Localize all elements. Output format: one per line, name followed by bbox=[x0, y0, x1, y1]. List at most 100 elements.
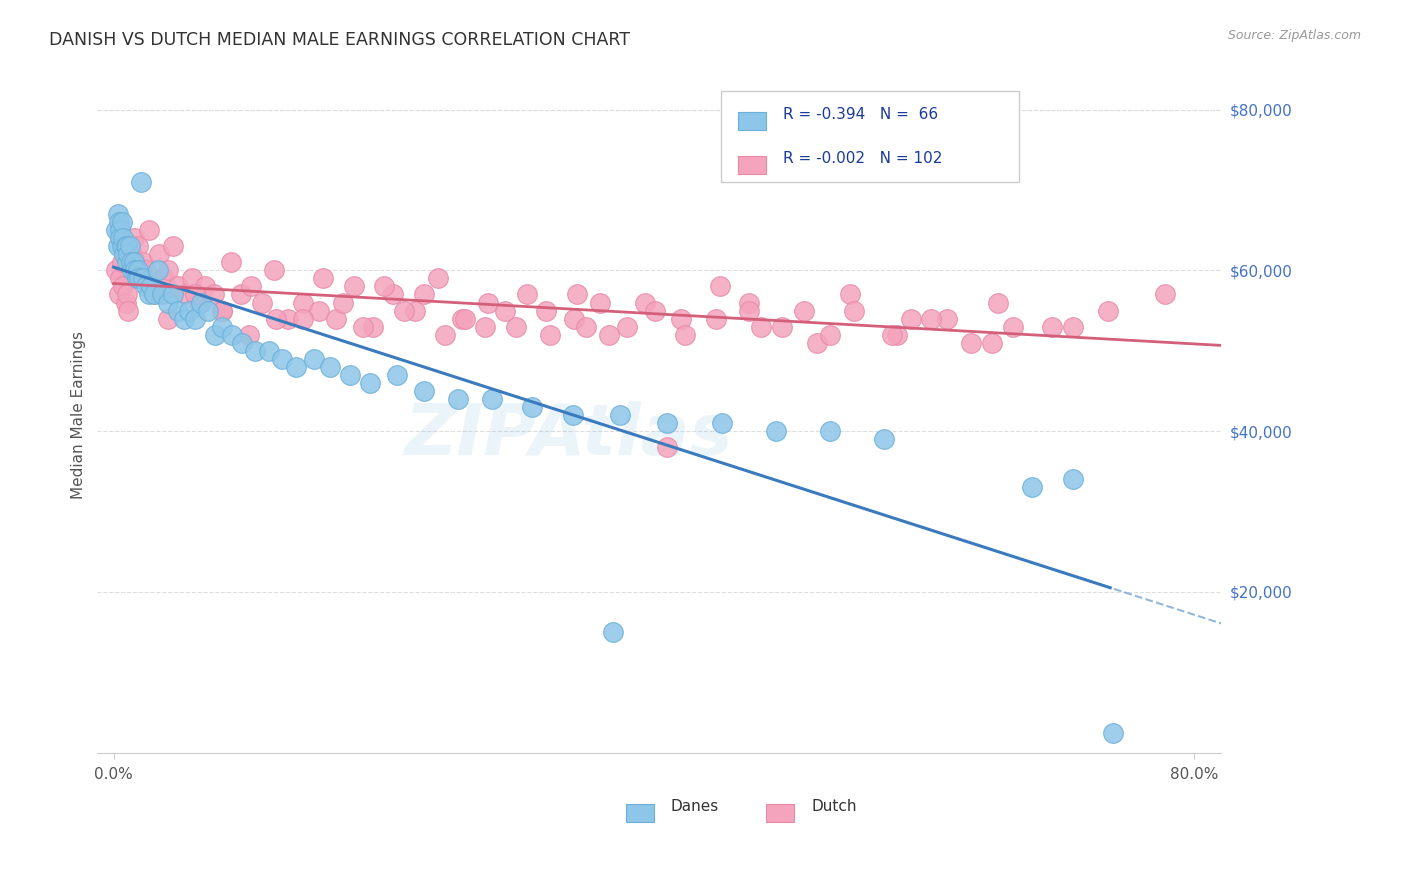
Point bbox=[110, 223, 132, 237]
Point bbox=[291, 295, 314, 310]
Point bbox=[413, 384, 436, 398]
Point bbox=[162, 287, 184, 301]
Point bbox=[219, 255, 242, 269]
Point bbox=[115, 239, 138, 253]
Point bbox=[108, 215, 131, 229]
Point bbox=[138, 223, 160, 237]
Point bbox=[302, 351, 325, 366]
Point bbox=[602, 625, 624, 640]
Point bbox=[633, 295, 655, 310]
Point bbox=[598, 327, 620, 342]
Point bbox=[920, 311, 942, 326]
FancyBboxPatch shape bbox=[738, 112, 766, 130]
Point bbox=[516, 287, 538, 301]
Point bbox=[143, 287, 166, 301]
Point bbox=[240, 279, 263, 293]
Point bbox=[117, 303, 139, 318]
Point bbox=[1062, 472, 1084, 486]
Point bbox=[494, 303, 516, 318]
Point bbox=[194, 279, 217, 293]
Point bbox=[332, 295, 354, 310]
Point bbox=[146, 263, 169, 277]
Point bbox=[426, 271, 449, 285]
Point bbox=[187, 295, 209, 310]
Point bbox=[211, 303, 233, 318]
Point bbox=[111, 215, 134, 229]
Point bbox=[124, 255, 146, 269]
Point bbox=[1042, 319, 1064, 334]
Point bbox=[145, 287, 167, 301]
Point bbox=[900, 311, 922, 326]
Point bbox=[183, 287, 205, 301]
Point bbox=[190, 295, 212, 310]
Point bbox=[211, 303, 233, 318]
Point bbox=[387, 368, 409, 382]
Text: Source: ZipAtlas.com: Source: ZipAtlas.com bbox=[1227, 29, 1361, 42]
Point bbox=[886, 327, 908, 342]
Point bbox=[277, 311, 299, 326]
Point bbox=[343, 279, 366, 293]
Point bbox=[451, 311, 474, 326]
Point bbox=[936, 311, 959, 326]
Point bbox=[128, 271, 150, 285]
Text: R = -0.394   N =  66: R = -0.394 N = 66 bbox=[783, 107, 938, 122]
Point bbox=[110, 231, 132, 245]
Point bbox=[118, 239, 141, 253]
Point bbox=[710, 416, 733, 430]
Point bbox=[361, 319, 384, 334]
Point bbox=[353, 319, 375, 334]
Point bbox=[505, 319, 527, 334]
Point bbox=[538, 327, 561, 342]
Point bbox=[880, 327, 903, 342]
Point bbox=[562, 311, 585, 326]
Point bbox=[481, 392, 503, 406]
Point bbox=[842, 303, 865, 318]
Point bbox=[150, 287, 173, 301]
Point bbox=[404, 303, 426, 318]
Point bbox=[838, 287, 860, 301]
Point bbox=[202, 287, 225, 301]
Point bbox=[112, 247, 135, 261]
Point bbox=[575, 319, 598, 334]
Point bbox=[120, 255, 142, 269]
Point bbox=[152, 271, 174, 285]
Point bbox=[308, 303, 330, 318]
Point bbox=[124, 263, 146, 277]
Point bbox=[264, 311, 287, 326]
Point bbox=[238, 327, 260, 342]
Point bbox=[704, 311, 727, 326]
Point bbox=[156, 295, 179, 310]
FancyBboxPatch shape bbox=[738, 155, 766, 174]
Point bbox=[167, 279, 190, 293]
Text: Danes: Danes bbox=[671, 799, 718, 814]
Point bbox=[291, 311, 314, 326]
Point bbox=[522, 400, 544, 414]
Point bbox=[179, 303, 201, 318]
Point bbox=[534, 303, 557, 318]
Point bbox=[122, 255, 145, 269]
Point bbox=[115, 287, 138, 301]
Point bbox=[229, 287, 252, 301]
Point bbox=[325, 311, 347, 326]
Point bbox=[122, 231, 145, 245]
Point bbox=[135, 279, 157, 293]
Point bbox=[129, 271, 152, 285]
Point bbox=[181, 271, 204, 285]
Point bbox=[737, 295, 759, 310]
Point bbox=[127, 239, 149, 253]
FancyBboxPatch shape bbox=[626, 804, 654, 822]
Point bbox=[589, 295, 612, 310]
Point bbox=[127, 263, 149, 277]
Point bbox=[1002, 319, 1025, 334]
Point bbox=[284, 359, 307, 374]
Point bbox=[1097, 303, 1119, 318]
Point bbox=[673, 327, 696, 342]
Point bbox=[105, 263, 128, 277]
Point bbox=[960, 335, 983, 350]
Point bbox=[749, 319, 772, 334]
Point bbox=[114, 239, 136, 253]
Point bbox=[980, 335, 1002, 350]
Point bbox=[105, 223, 128, 237]
Point bbox=[737, 303, 759, 318]
Point bbox=[173, 311, 195, 326]
